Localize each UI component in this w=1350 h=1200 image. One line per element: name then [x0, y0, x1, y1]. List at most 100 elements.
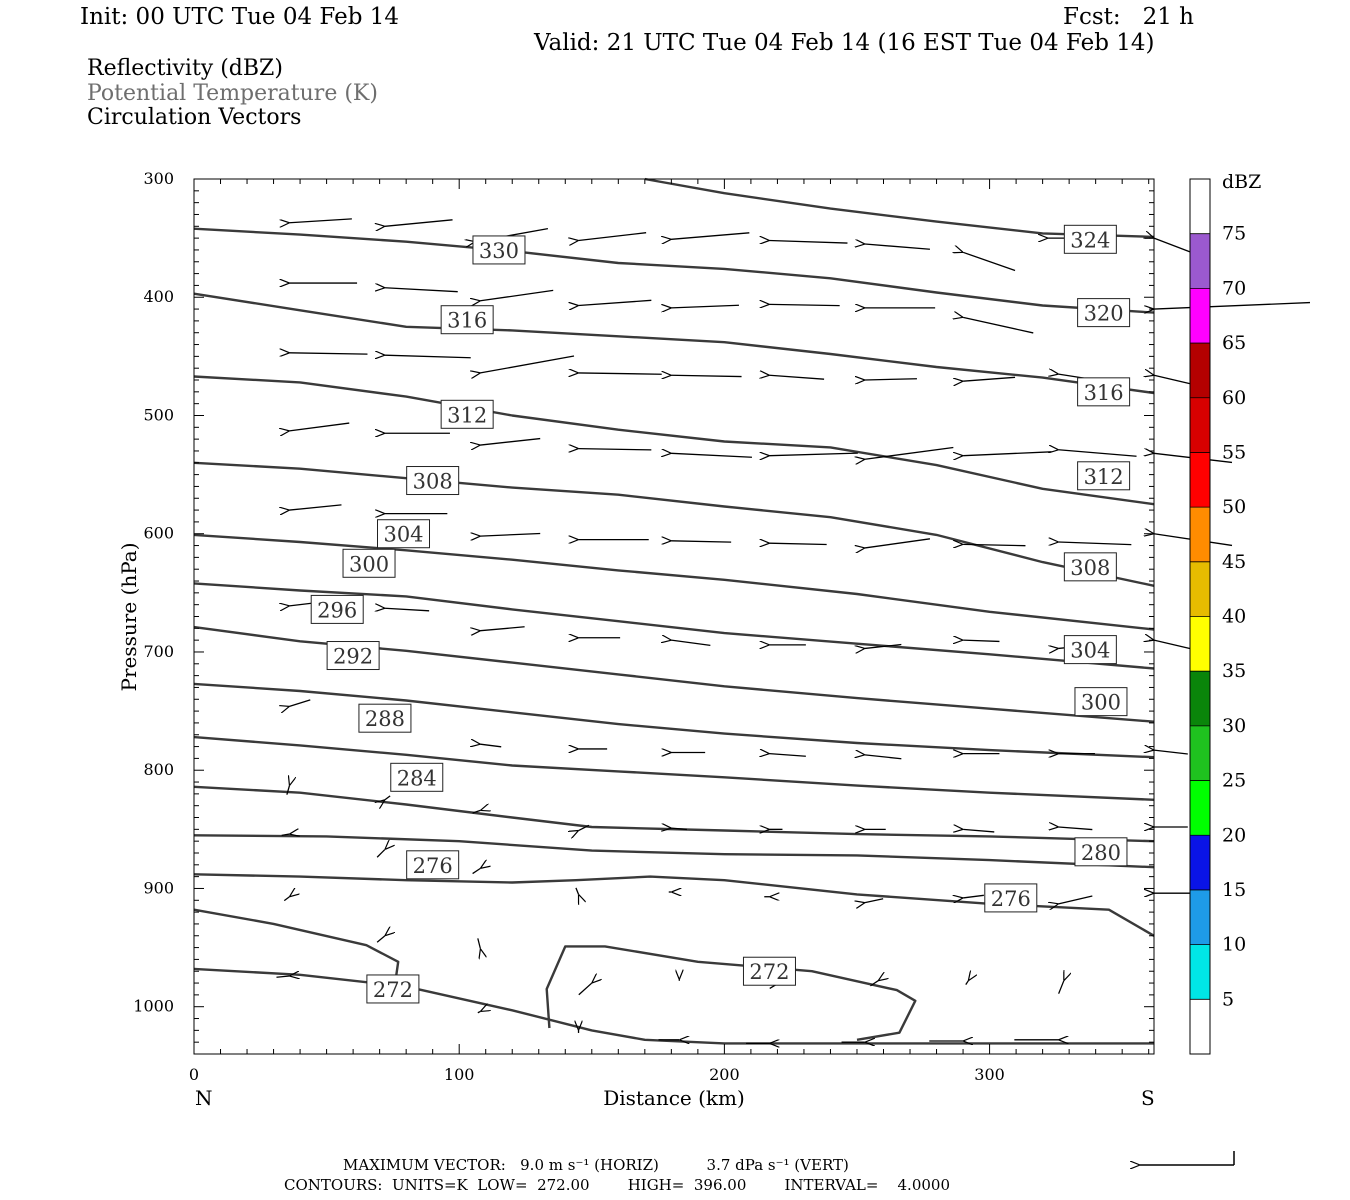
theta-contour-300 — [193, 582, 1155, 670]
colorbar-label: 10 — [1222, 934, 1246, 956]
colorbar-label: 65 — [1222, 332, 1246, 354]
contour-label-box — [1063, 635, 1117, 665]
circulation-vector — [579, 824, 590, 830]
circulation-vector — [1058, 981, 1064, 994]
colorbar-segment — [1190, 999, 1210, 1054]
legend-potential-temperature: Potential Temperature (K) — [87, 81, 378, 106]
circulation-vector — [671, 541, 732, 542]
theta-contour-272 — [545, 945, 917, 1041]
circulation-vector — [865, 755, 902, 760]
circulation-vector — [769, 240, 848, 243]
circulation-vector — [480, 533, 541, 536]
circulation-vector — [671, 305, 739, 308]
x-tick-label: 0 — [189, 1065, 199, 1084]
circulation-vector — [865, 244, 930, 250]
circulation-vector — [289, 422, 350, 431]
circulation-vector — [1154, 301, 1311, 310]
theta-contour-272 — [193, 967, 1154, 1045]
y-tick-label: 900 — [143, 878, 174, 897]
contour-label-box — [472, 235, 526, 265]
contour-label-308: 308 — [1070, 556, 1110, 580]
x-end-label-south: S — [1141, 1086, 1155, 1110]
circulation-vector — [385, 608, 430, 611]
y-axis-label: Pressure (hPa) — [117, 543, 141, 692]
colorbar: 5 10 15 20 25 30 35 40 45 50 55 60 65 70 75 — [1189, 178, 1246, 1055]
theta-contour-312 — [193, 375, 1155, 506]
colorbar-title: dBZ — [1222, 171, 1261, 193]
circulation-vector — [1059, 827, 1093, 830]
forecast-hour: Fcst: 21 h — [1063, 4, 1194, 30]
colorbar-label: 35 — [1222, 660, 1246, 682]
circulation-vector — [769, 754, 806, 757]
colorbar-label: 40 — [1222, 606, 1246, 628]
circulation-vector — [1059, 542, 1132, 545]
contour-label-box — [742, 956, 796, 986]
contour-label-box — [1077, 298, 1131, 328]
colorbar-segment — [1190, 397, 1210, 453]
circulation-vector — [480, 744, 502, 747]
circulation-vector — [472, 868, 481, 875]
circulation-vector — [671, 828, 688, 829]
contour-label-272: 272 — [373, 978, 413, 1002]
circulation-vector — [579, 449, 652, 450]
circulation-vector — [281, 834, 290, 835]
contour-info-note: CONTOURS: UNITS=K LOW= 272.00 HIGH= 396.… — [284, 1176, 950, 1194]
circulation-vector — [1154, 640, 1194, 650]
circulation-vector — [472, 810, 481, 814]
contour-label-box — [984, 883, 1038, 913]
contour-label-box — [406, 850, 460, 880]
contour-label-box — [1063, 224, 1117, 254]
circulation-vector — [376, 936, 385, 943]
colorbar-label: 20 — [1222, 824, 1246, 846]
circulation-vector — [477, 938, 481, 948]
contour-label-292: 292 — [333, 645, 373, 669]
contour-label-284: 284 — [397, 766, 437, 790]
circulation-vector — [963, 376, 1016, 381]
circulation-vector — [1154, 750, 1188, 755]
x-tick-label: 100 — [444, 1065, 475, 1084]
circulation-vector — [385, 288, 458, 293]
colorbar-label: 55 — [1222, 441, 1246, 463]
contour-label-272: 272 — [749, 960, 789, 984]
x-tick-label: 200 — [709, 1065, 740, 1084]
colorbar-segment — [1190, 725, 1210, 781]
contour-label-316: 316 — [447, 309, 487, 333]
contour-label-box — [1077, 377, 1131, 407]
circulation-vector — [579, 299, 652, 305]
contour-label-296: 296 — [317, 598, 357, 622]
contour-label-box — [406, 466, 460, 496]
tick-layer: 0 100 200 300 300 400 500 600 700 800 900 1000 — [133, 169, 1154, 1084]
contour-label-300: 300 — [1081, 691, 1121, 715]
circulation-vector — [1059, 895, 1093, 904]
colorbar-segment — [1190, 507, 1210, 562]
theta-contour-304 — [193, 533, 1155, 631]
x-tick-label: 300 — [974, 1065, 1005, 1084]
contour-label-layer: 272 272 276 276 280 284 288 292 296 300 300 304 304 3… — [310, 224, 1131, 1004]
circulation-vector — [286, 786, 290, 795]
theta-contour-280 — [193, 834, 1155, 869]
theta-contour-272 — [193, 908, 400, 981]
circulation-vector — [289, 218, 352, 223]
contour-label-300: 300 — [349, 552, 389, 576]
contour-label-280: 280 — [1081, 841, 1121, 865]
circulation-vector — [769, 543, 827, 544]
colorbar-segment — [1190, 944, 1210, 1000]
colorbar-segment — [1190, 452, 1210, 508]
contour-label-box — [390, 762, 444, 792]
theta-contour-308 — [193, 461, 1155, 587]
legend-circulation-vectors: Circulation Vectors — [87, 105, 302, 130]
colorbar-segment — [1190, 288, 1210, 344]
contour-label-box — [1063, 552, 1117, 582]
circulation-vector — [480, 289, 554, 300]
circulation-vector — [769, 453, 858, 456]
circulation-vector — [385, 355, 471, 358]
colorbar-label: 15 — [1222, 879, 1246, 901]
circulation-vector — [376, 849, 385, 858]
circulation-vector — [865, 446, 954, 460]
circulation-vector — [1154, 375, 1194, 386]
circulation-vector — [289, 699, 311, 707]
circulation-vector — [579, 373, 662, 374]
colorbar-label: 5 — [1222, 988, 1234, 1010]
circulation-vector — [276, 976, 289, 977]
